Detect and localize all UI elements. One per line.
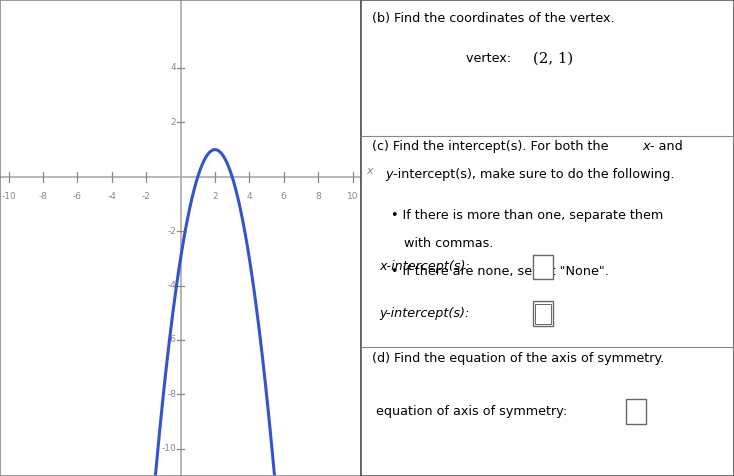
- Text: (2, 1): (2, 1): [533, 51, 573, 65]
- Text: (c) Find the intercept(s). For both the: (c) Find the intercept(s). For both the: [372, 140, 613, 153]
- Text: 4: 4: [247, 192, 252, 201]
- Text: -4: -4: [167, 281, 176, 290]
- Text: -10: -10: [161, 444, 176, 453]
- Text: equation of axis of symmetry:: equation of axis of symmetry:: [376, 405, 567, 418]
- Text: -4: -4: [107, 192, 116, 201]
- Text: 2: 2: [170, 118, 176, 127]
- Text: -2: -2: [142, 192, 150, 201]
- Text: 10: 10: [346, 192, 358, 201]
- Text: with commas.: with commas.: [404, 237, 493, 250]
- Text: (d) Find the equation of the axis of symmetry.: (d) Find the equation of the axis of sym…: [372, 352, 664, 365]
- Bar: [533, 301, 553, 326]
- Text: - and: - and: [650, 140, 683, 153]
- Text: -2: -2: [167, 227, 176, 236]
- Text: • If there are none, select "None".: • If there are none, select "None".: [391, 265, 608, 278]
- Text: 6: 6: [281, 192, 286, 201]
- Bar: [626, 399, 647, 424]
- Text: -10: -10: [1, 192, 16, 201]
- Bar: [533, 255, 553, 279]
- Text: -8: -8: [167, 390, 176, 399]
- Text: y: y: [385, 168, 393, 181]
- Text: 2: 2: [212, 192, 218, 201]
- Text: (b) Find the coordinates of the vertex.: (b) Find the coordinates of the vertex.: [372, 12, 615, 25]
- Text: • If there is more than one, separate them: • If there is more than one, separate th…: [391, 209, 664, 222]
- Text: 8: 8: [316, 192, 321, 201]
- Bar: [534, 304, 551, 324]
- Text: -6: -6: [73, 192, 82, 201]
- Text: x: x: [366, 166, 373, 177]
- Text: -intercept(s), make sure to do the following.: -intercept(s), make sure to do the follo…: [393, 168, 675, 181]
- Text: -8: -8: [38, 192, 48, 201]
- Text: x-intercept(s):: x-intercept(s):: [379, 260, 470, 274]
- Text: vertex:: vertex:: [465, 52, 519, 65]
- Text: x: x: [643, 140, 650, 153]
- Text: -6: -6: [167, 336, 176, 345]
- Text: 4: 4: [170, 63, 176, 72]
- Text: y-intercept(s):: y-intercept(s):: [379, 307, 470, 320]
